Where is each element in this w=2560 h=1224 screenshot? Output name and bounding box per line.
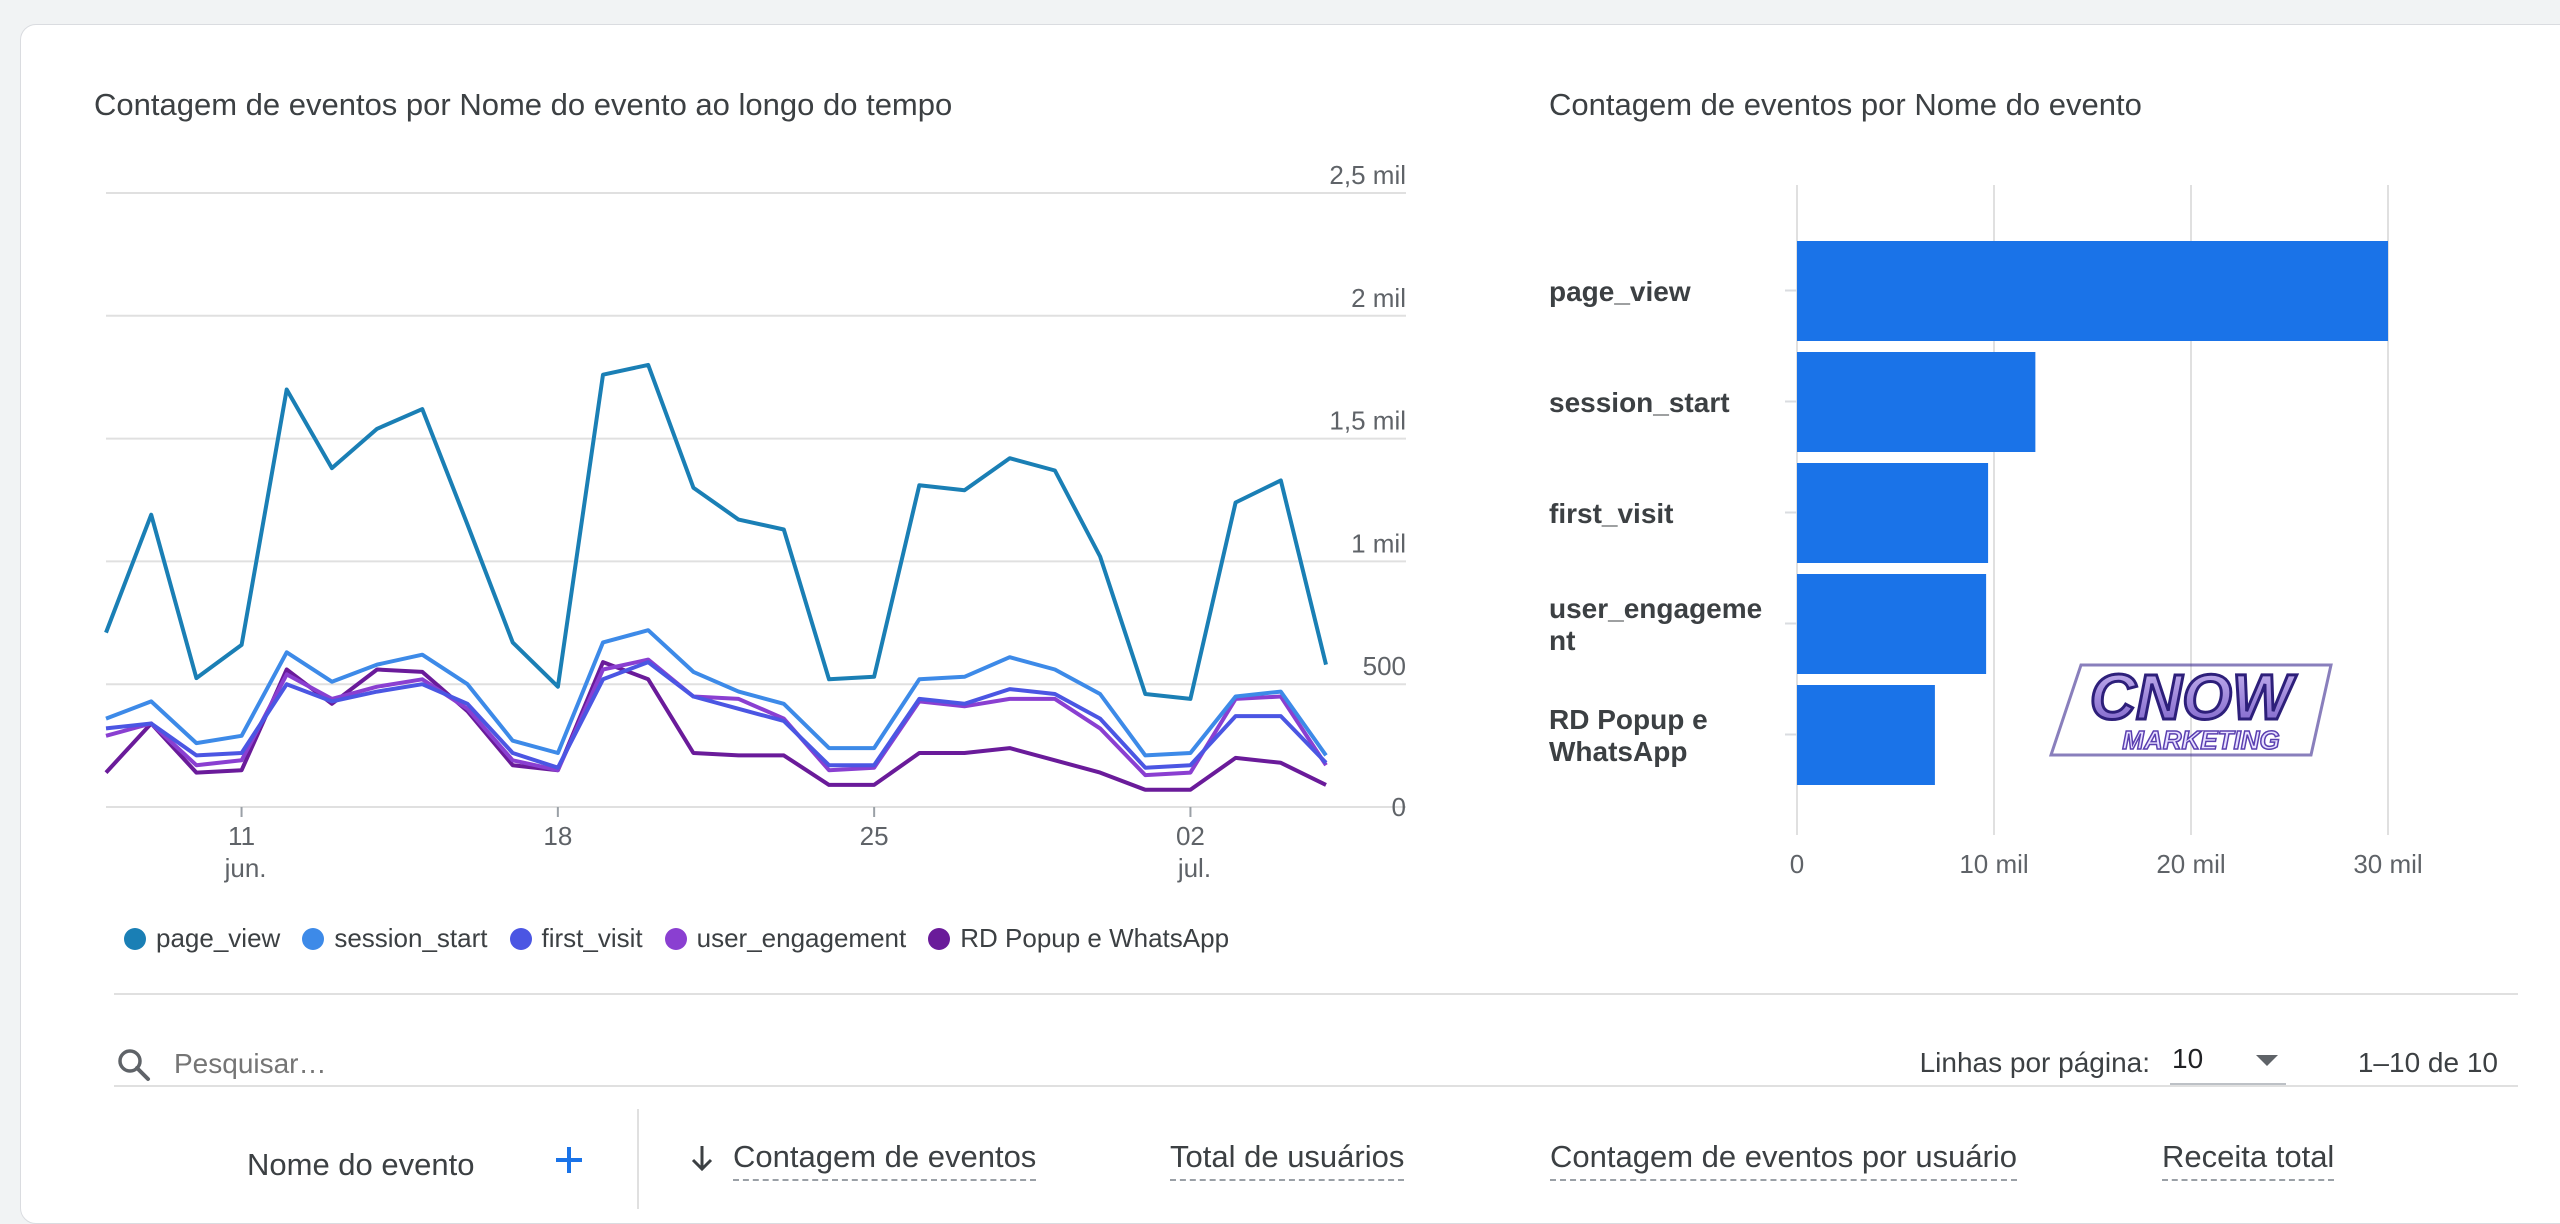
y-tick-label: 2,5 mil: [1329, 160, 1406, 190]
rows-per-page-select[interactable]: 10: [2170, 1037, 2286, 1085]
bar: [1797, 352, 2036, 452]
legend-label: user_engagement: [696, 923, 907, 953]
column-separator: [637, 1109, 639, 1209]
legend-label: RD Popup e WhatsApp: [960, 923, 1230, 953]
column-header-total-users[interactable]: Total de usuários: [1170, 1139, 1405, 1181]
legend-dot: [664, 927, 687, 950]
x-tick-label: 25: [860, 821, 889, 851]
legend-item[interactable]: user_engagement: [664, 923, 907, 954]
column-header-events-per-user[interactable]: Contagem de eventos por usuário: [1550, 1139, 2018, 1181]
x-tick-label: 18: [543, 821, 572, 851]
x-tick-label: 0: [1790, 849, 1804, 879]
category-label: first_visit: [1549, 498, 1674, 529]
legend-label: page_view: [156, 923, 281, 953]
y-tick-label: 1,5 mil: [1329, 406, 1406, 436]
line-chart-legend: page_view session_start first_visit user_en…: [124, 923, 1229, 954]
x-tick-label: 10 mil: [1959, 849, 2028, 879]
legend-item[interactable]: first_visit: [509, 923, 643, 954]
x-tick-month-label: jun.: [224, 853, 267, 883]
y-tick-label: 2 mil: [1351, 283, 1406, 313]
legend-label: session_start: [334, 923, 488, 953]
x-tick-label: 30 mil: [2353, 849, 2422, 879]
x-tick-label: 02: [1176, 821, 1205, 851]
series-line-user_engagement: [105, 657, 1328, 778]
legend-dot: [928, 927, 951, 950]
legend-label: first_visit: [541, 923, 643, 953]
table-toolbar: Linhas por página: 10 1–10 de 10: [114, 1025, 2518, 1105]
series-line-first_visit: [105, 660, 1328, 770]
category-label: user_engageme nt: [1549, 593, 1762, 656]
column-header-total-revenue[interactable]: Receita total: [2162, 1139, 2335, 1181]
y-tick-label: 500: [1363, 651, 1406, 681]
x-tick-label: 11: [228, 821, 255, 851]
series-line-session_start: [105, 628, 1328, 758]
column-header-event-count[interactable]: Contagem de eventos: [733, 1139, 1037, 1181]
y-tick-label: 1 mil: [1351, 528, 1406, 558]
logo-text-bottom: MARKETING: [2122, 725, 2279, 755]
logo-text-top: CNOW: [2090, 661, 2297, 733]
legend-item[interactable]: RD Popup e WhatsApp: [928, 923, 1229, 954]
legend-dot: [124, 927, 146, 950]
cnow-marketing-logo: CNOW MARKETING: [2048, 660, 2333, 757]
legend-item[interactable]: session_start: [302, 923, 488, 954]
bar-chart: 0 10 mil 20 mil 30 mil page_view session_star…: [1549, 185, 2423, 879]
search-icon: [118, 1049, 150, 1081]
divider-top: [114, 993, 2518, 995]
report-card: Contagem de eventos por Nome do evento a…: [20, 24, 2560, 1224]
chevron-down-icon: [2256, 1055, 2278, 1066]
search-input[interactable]: [172, 1041, 876, 1087]
series-line-page_view: [104, 362, 1328, 701]
rows-per-page-label: Linhas por página:: [1919, 1047, 2150, 1078]
table-header: Nome do evento Contagem de eventos Total…: [114, 1109, 2518, 1209]
bar: [1797, 685, 1935, 785]
pagination-range: 1–10 de 10: [2357, 1047, 2498, 1078]
bar-chart-title: Contagem de eventos por Nome do evento: [1549, 87, 2142, 122]
category-label: RD Popup e WhatsApp: [1549, 704, 1708, 767]
y-tick-label: 0: [1392, 792, 1406, 822]
column-header-event-name[interactable]: Nome do evento: [247, 1147, 475, 1182]
bar: [1797, 463, 1989, 563]
category-label: session_start: [1549, 387, 1730, 418]
x-tick-label: 20 mil: [2156, 849, 2225, 879]
rows-per-page-value: 10: [2172, 1043, 2204, 1074]
legend-item[interactable]: page_view: [124, 923, 280, 954]
x-tick-month-label: jul.: [1177, 853, 1211, 883]
legend-dot: [509, 927, 532, 950]
line-chart-title: Contagem de eventos por Nome do evento a…: [94, 87, 953, 122]
bar: [1797, 574, 1987, 674]
arrow-down-icon[interactable]: [690, 1143, 714, 1173]
bar: [1797, 241, 2388, 341]
divider-table: [114, 1085, 2518, 1087]
legend-dot: [302, 927, 325, 950]
add-dimension-button[interactable]: [554, 1139, 584, 1183]
category-label: page_view: [1549, 276, 1691, 307]
plus-icon: [556, 1147, 582, 1173]
